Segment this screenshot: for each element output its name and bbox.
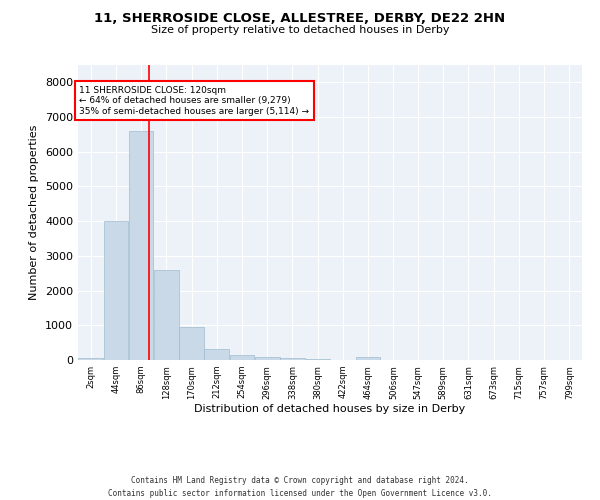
Text: Size of property relative to detached houses in Derby: Size of property relative to detached ho…	[151, 25, 449, 35]
Text: Contains HM Land Registry data © Crown copyright and database right 2024.
Contai: Contains HM Land Registry data © Crown c…	[108, 476, 492, 498]
Bar	[230, 355, 254, 360]
Bar	[129, 131, 154, 360]
Bar	[104, 221, 128, 360]
Text: 11 SHERROSIDE CLOSE: 120sqm
← 64% of detached houses are smaller (9,279)
35% of : 11 SHERROSIDE CLOSE: 120sqm ← 64% of det…	[79, 86, 309, 116]
Text: 11, SHERROSIDE CLOSE, ALLESTREE, DERBY, DE22 2HN: 11, SHERROSIDE CLOSE, ALLESTREE, DERBY, …	[94, 12, 506, 26]
Bar	[179, 326, 204, 360]
Bar	[79, 358, 103, 360]
X-axis label: Distribution of detached houses by size in Derby: Distribution of detached houses by size …	[194, 404, 466, 414]
Bar	[280, 358, 305, 360]
Y-axis label: Number of detached properties: Number of detached properties	[29, 125, 40, 300]
Bar	[356, 357, 380, 360]
Bar	[305, 358, 330, 360]
Bar	[255, 356, 280, 360]
Bar	[154, 270, 179, 360]
Bar	[205, 348, 229, 360]
